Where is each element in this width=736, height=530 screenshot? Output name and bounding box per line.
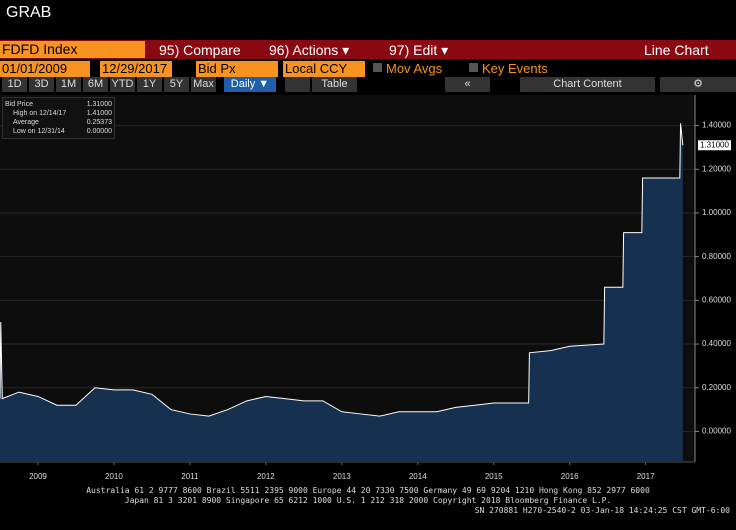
x-tick-label: 2014 <box>409 472 427 481</box>
field-select[interactable]: Bid Px <box>196 61 278 77</box>
y-tick-label: 0.00000 <box>702 427 731 436</box>
legend: Bid Price 1.31000 High on 12/14/17 1.41000 A… <box>2 97 115 139</box>
x-tick-label: 2009 <box>29 472 47 481</box>
security-field[interactable]: FDFD Index <box>0 41 145 58</box>
key-events[interactable]: Key Events <box>482 61 548 76</box>
x-tick-label: 2011 <box>181 472 199 481</box>
mov-avgs[interactable]: Mov Avgs <box>386 61 443 76</box>
checkbox[interactable] <box>373 63 382 72</box>
y-tick-label: 0.60000 <box>702 295 731 304</box>
legend-stat-value: 0.00000 <box>86 128 112 135</box>
legend-stat-label: Average <box>13 119 39 126</box>
period-button[interactable]: 6M <box>83 77 108 92</box>
y-tick-label: 0.40000 <box>702 339 731 348</box>
y-tick-label: 0.20000 <box>702 383 731 392</box>
settings-button[interactable]: ⚙ <box>660 77 736 92</box>
legend-stat-value: 1.41000 <box>86 110 112 117</box>
y-tick-label: 1.00000 <box>702 208 731 217</box>
edit-button[interactable]: 97) Edit ▾ <box>385 41 460 59</box>
compare-button[interactable]: 95) Compare <box>155 41 250 59</box>
period-button[interactable]: Max <box>191 77 216 92</box>
period-button[interactable]: YTD <box>110 77 135 92</box>
y-tick-label: 0.80000 <box>702 252 731 261</box>
period-button[interactable]: 5Y <box>164 77 189 92</box>
x-tick-label: 2016 <box>561 472 579 481</box>
x-tick-label: 2012 <box>257 472 275 481</box>
period-button[interactable]: 1Y <box>137 77 162 92</box>
footer-line: Australia 61 2 9777 8600 Brazil 5511 239… <box>86 486 650 495</box>
legend-row: Low on 12/31/14 0.00000 <box>5 127 112 136</box>
chart: 0.00000 0.20000 0.40000 0.60000 0.80000 1.000… <box>0 95 731 481</box>
period-button[interactable]: 1M <box>56 77 81 92</box>
legend-row: Average 0.25373 <box>5 118 112 127</box>
legend-name: Bid Price <box>5 101 34 108</box>
legend-row: Bid Price 1.31000 <box>5 100 112 109</box>
chart-kind[interactable]: Line Chart <box>640 41 736 59</box>
start-date[interactable]: 01/01/2009 <box>0 61 90 77</box>
footer-line: Japan 81 3 3201 8900 Singapore 65 6212 1… <box>124 496 612 505</box>
line <box>0 123 684 417</box>
x-tick-label: 2015 <box>485 472 503 481</box>
table-button[interactable]: Table <box>312 77 357 92</box>
period-button[interactable]: 3D <box>29 77 54 92</box>
checkbox[interactable] <box>469 63 478 72</box>
y-tick-label: 1.40000 <box>702 121 731 130</box>
last-value-tag <box>698 140 731 151</box>
footer: Australia 61 2 9777 8600 Brazil 5511 239… <box>0 486 736 516</box>
end-date[interactable]: 12/29/2017 <box>100 61 172 77</box>
line-icon[interactable] <box>285 77 310 92</box>
legend-stat-value: 1.31000 <box>86 101 112 108</box>
y-tick-label: 1.20000 <box>702 164 731 173</box>
legend-stat-label: High on 12/14/17 <box>13 110 67 117</box>
back-button[interactable]: « <box>445 77 490 92</box>
last-value-label: 1.31000 <box>700 140 729 149</box>
legend-row: High on 12/14/17 1.41000 <box>5 109 112 118</box>
window-title: GRAB <box>6 4 52 21</box>
currency-select[interactable]: Local CCY <box>283 61 365 77</box>
area <box>0 123 683 463</box>
frequency-select[interactable]: Daily ▼ <box>224 77 276 92</box>
x-tick-label: 2013 <box>333 472 351 481</box>
x-tick-label: 2010 <box>105 472 123 481</box>
period-button[interactable]: 1D <box>2 77 27 92</box>
actions-button[interactable]: 96) Actions ▾ <box>265 41 355 59</box>
legend-stat-value: 0.25373 <box>86 119 112 126</box>
chart-content-button[interactable]: Chart Content <box>520 77 655 92</box>
x-tick-label: 2017 <box>637 472 655 481</box>
legend-stat-label: Low on 12/31/14 <box>13 128 65 135</box>
footer-line: SN 270881 H270-2540-2 03-Jan-18 14:24:25… <box>474 506 730 515</box>
